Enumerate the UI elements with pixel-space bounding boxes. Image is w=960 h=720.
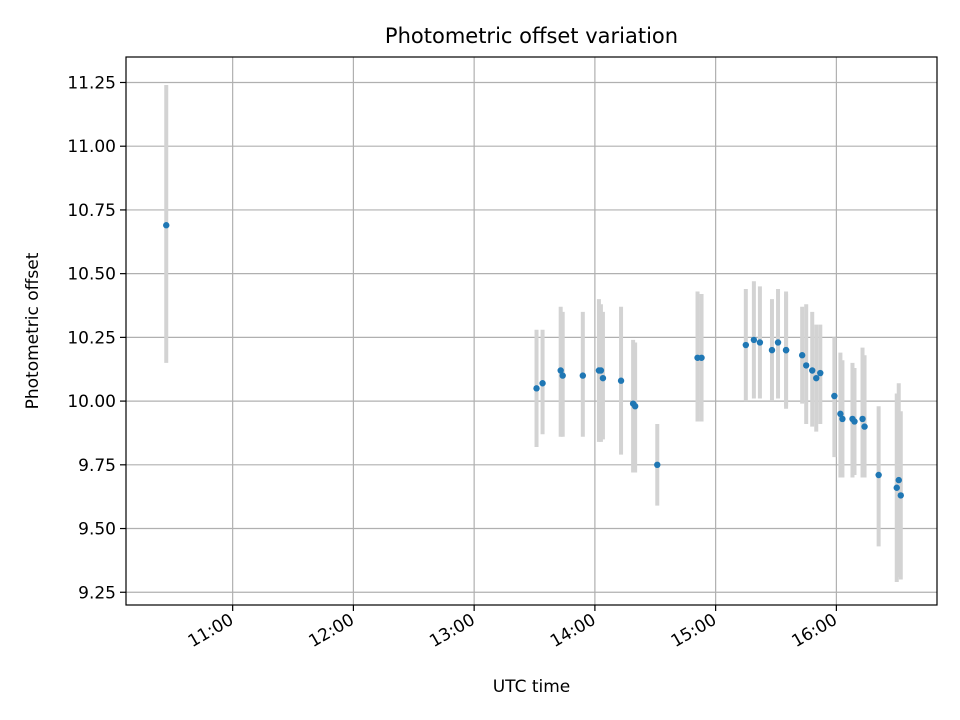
data-point bbox=[617, 377, 625, 384]
data-point bbox=[750, 336, 758, 344]
data-point bbox=[599, 374, 607, 382]
data-point bbox=[839, 415, 846, 423]
data-point bbox=[768, 346, 776, 354]
y-tick-label: 10.75 bbox=[67, 201, 116, 221]
data-point bbox=[831, 392, 838, 400]
data-point bbox=[559, 372, 566, 379]
data-point bbox=[798, 352, 806, 359]
data-point bbox=[539, 380, 546, 387]
data-point bbox=[782, 346, 790, 354]
data-point bbox=[809, 367, 816, 374]
data-point bbox=[837, 410, 844, 418]
chart-title: Photometric offset variation bbox=[385, 24, 678, 48]
y-tick-label: 10.50 bbox=[67, 265, 116, 285]
data-point bbox=[861, 423, 868, 430]
y-axis-label: Photometric offset bbox=[23, 252, 43, 409]
y-tick-label: 9.75 bbox=[78, 456, 116, 476]
data-point bbox=[742, 341, 750, 349]
y-tick-label: 11.00 bbox=[67, 137, 116, 157]
data-point bbox=[597, 367, 605, 374]
y-tick-label: 9.50 bbox=[78, 520, 116, 540]
data-point bbox=[163, 222, 170, 229]
data-point bbox=[817, 369, 824, 377]
y-tick-label: 9.25 bbox=[78, 583, 116, 603]
data-point bbox=[897, 492, 904, 499]
data-points bbox=[163, 222, 904, 499]
data-point bbox=[654, 461, 661, 469]
data-point bbox=[851, 418, 858, 425]
data-point bbox=[579, 372, 587, 379]
grid bbox=[126, 57, 937, 605]
data-point bbox=[813, 374, 820, 382]
data-point bbox=[533, 385, 540, 392]
y-tick-label: 10.25 bbox=[67, 328, 116, 348]
data-point bbox=[557, 367, 564, 374]
data-point bbox=[698, 354, 705, 361]
y-tick-label: 11.25 bbox=[67, 73, 116, 93]
data-point bbox=[893, 484, 900, 491]
y-axis-ticks: 9.25 9.50 9.75 10.00 10.25 10.50 10.75 11.00 11.… bbox=[67, 73, 126, 603]
data-point bbox=[756, 339, 764, 346]
data-point bbox=[895, 476, 902, 484]
data-point bbox=[802, 362, 810, 369]
data-point bbox=[774, 339, 782, 346]
data-point bbox=[859, 415, 866, 423]
plot-frame bbox=[125, 56, 938, 606]
y-tick-label: 10.00 bbox=[67, 392, 116, 412]
x-axis-label: UTC time bbox=[493, 677, 571, 697]
data-point bbox=[875, 471, 882, 479]
data-point bbox=[631, 402, 639, 410]
